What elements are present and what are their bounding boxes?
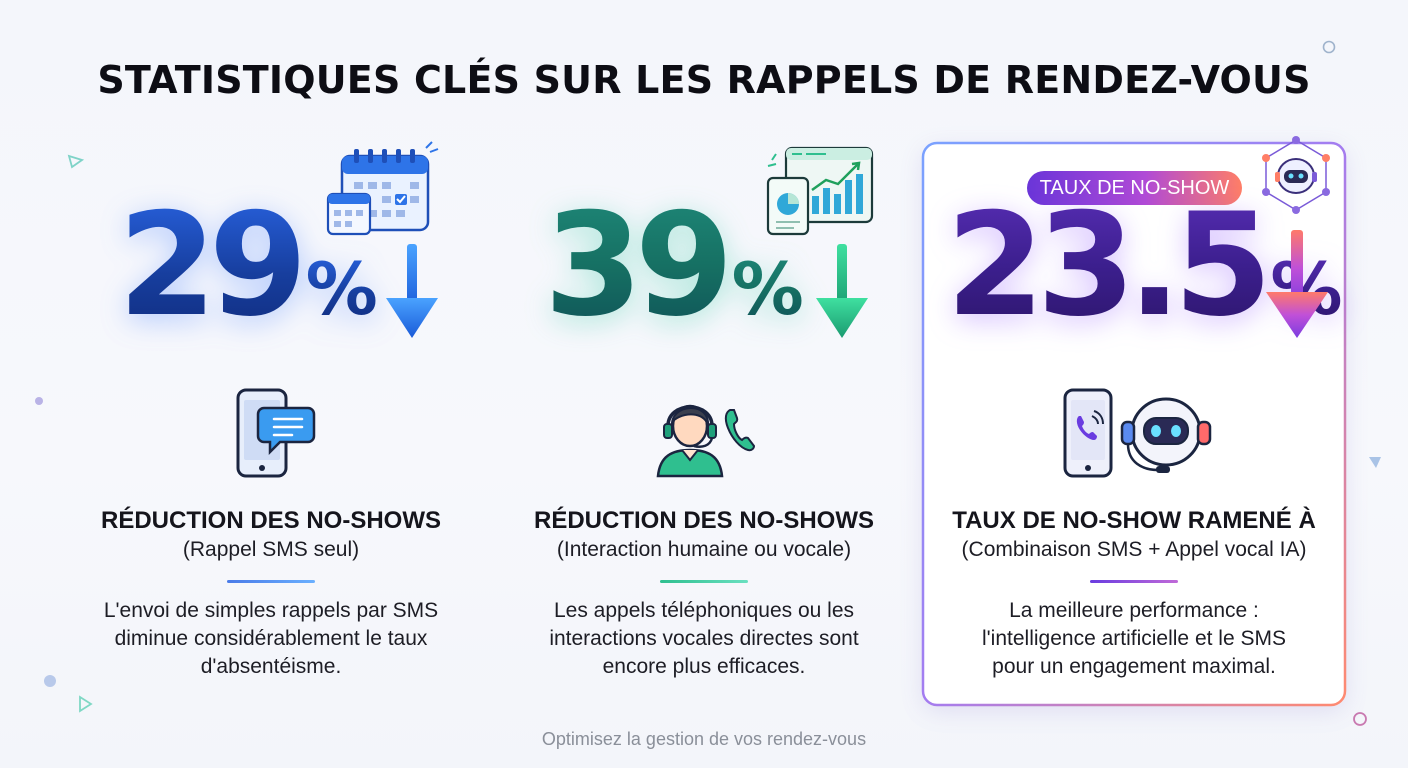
stat-subheading: (Interaction humaine ou vocale) <box>556 538 852 561</box>
stat-description: La meilleure performance : l'intelligenc… <box>924 597 1344 681</box>
ai-robot-headset-icon <box>1120 397 1212 473</box>
arrow-down-icon <box>386 244 438 338</box>
description-line: interactions vocales directes sont <box>549 627 859 650</box>
percent-sign: % <box>305 247 378 331</box>
arrow-down-icon <box>816 244 868 338</box>
stat-value-voice: 39% <box>544 195 804 337</box>
ai-network-robot-icon <box>1262 136 1330 214</box>
smartphone-call-icon <box>1063 388 1113 478</box>
calendar-icon <box>326 141 439 236</box>
decor-dot-left-bottom <box>44 675 56 687</box>
percent-sign: % <box>731 247 804 331</box>
stat-subheading: (Rappel SMS seul) <box>182 538 360 561</box>
stat-heading: RÉDUCTION DES NO-SHOWS <box>100 507 441 534</box>
stat-divider <box>227 580 315 583</box>
stat-value-sms: 29% <box>118 195 378 337</box>
decor-triangle-left <box>67 154 84 169</box>
description-line: pour un engagement maximal. <box>992 655 1276 678</box>
stat-divider <box>660 580 748 583</box>
analytics-dashboard-icon <box>766 146 874 236</box>
stat-value-ai: 23.5% <box>946 195 1343 337</box>
stat-number: 23.5 <box>946 183 1272 348</box>
stat-description: L'envoi de simples rappels par SMS dimin… <box>61 597 481 681</box>
page-title: STATISTIQUES CLÉS SUR LES RAPPELS DE REN… <box>97 58 1311 102</box>
description-line: encore plus efficaces. <box>602 655 806 678</box>
no-show-rate-badge: TAUX DE NO-SHOW <box>1027 171 1242 205</box>
highlight-card-border <box>921 141 1347 707</box>
stat-description: Les appels téléphoniques ou les interact… <box>494 597 914 681</box>
description-line: diminue considérablement le taux <box>114 627 428 650</box>
description-line: l'intelligence artificielle et le SMS <box>982 627 1286 650</box>
arrow-down-icon <box>1266 230 1328 338</box>
decor-triangle-right <box>1369 457 1381 468</box>
description-line: L'envoi de simples rappels par SMS <box>103 599 439 622</box>
decor-ring-bottom-right <box>1353 712 1367 726</box>
stat-heading: RÉDUCTION DES NO-SHOWS <box>533 507 874 534</box>
stat-number: 29 <box>118 183 308 348</box>
stat-heading: TAUX DE NO-SHOW RAMENÉ À <box>952 507 1316 534</box>
description-line: La meilleure performance : <box>1009 599 1259 622</box>
decor-triangle-left-bottom <box>79 695 93 713</box>
description-line: d'absentéisme. <box>200 655 342 678</box>
stat-divider <box>1090 580 1178 583</box>
call-agent-headset-icon <box>656 404 724 478</box>
decor-dot-left <box>35 397 43 405</box>
footer-tagline: Optimisez la gestion de vos rendez-vous <box>541 729 867 749</box>
description-line: Les appels téléphoniques ou les <box>553 599 855 622</box>
decor-ring-top-right <box>1322 40 1336 54</box>
stat-number: 39 <box>544 183 734 348</box>
stat-subheading: (Combinaison SMS + Appel vocal IA) <box>961 538 1307 561</box>
phone-icon <box>724 409 756 452</box>
smartphone-sms-icon <box>236 388 316 478</box>
